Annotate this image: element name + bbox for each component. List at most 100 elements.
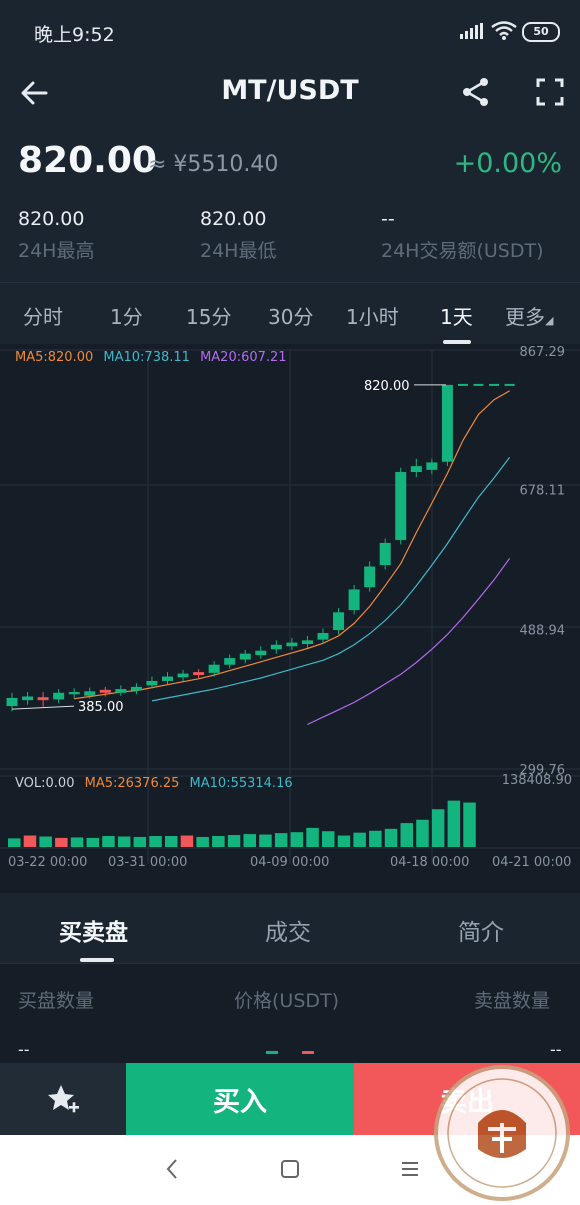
y-tick-label: 488.94 <box>520 623 566 638</box>
candle-body <box>348 589 360 611</box>
candle-body <box>37 697 49 701</box>
watermark-seal-logo <box>434 1065 570 1201</box>
volume-bar <box>337 835 351 847</box>
wifi-icon <box>491 21 517 40</box>
stat-label: 24H交易额(USDT) <box>381 240 544 262</box>
nav-menu-icon[interactable] <box>400 1157 420 1181</box>
battery-icon: 50 <box>522 22 560 42</box>
interval-tabs: 分时 1分 15分 30分 1小时 1天 更多◢ <box>0 282 580 346</box>
tab-trades[interactable]: 成交 <box>265 920 311 946</box>
bid-quantity-header: 买盘数量 <box>18 990 95 1012</box>
low-marker-label: 385.00 <box>78 700 124 715</box>
volume-bar <box>431 809 445 847</box>
candle-body <box>208 664 220 673</box>
candle-body <box>53 692 65 700</box>
tab-1min[interactable]: 1分 <box>110 305 143 329</box>
low-marker-line <box>11 705 75 710</box>
stat-label: 24H最高 <box>18 240 95 262</box>
candle-body <box>146 680 158 686</box>
volume-bar <box>180 835 194 847</box>
candle-body <box>193 672 205 676</box>
signal-icon <box>460 23 483 39</box>
price-header: 价格(USDT) <box>234 990 340 1012</box>
cny-price: ≈ ¥5510.40 <box>148 152 279 177</box>
candle-body <box>99 689 111 693</box>
volume-bar <box>55 837 68 847</box>
ma-legend: MA5:820.00 MA10:738.11 MA20:607.21 <box>15 350 287 365</box>
stat-value: -- <box>381 208 395 230</box>
tab-more[interactable]: 更多◢ <box>505 301 553 330</box>
stat-24h-volume: -- 24H交易额(USDT) <box>381 208 544 263</box>
volume-bar <box>165 836 178 847</box>
favorite-button[interactable] <box>0 1063 126 1135</box>
x-tick-label: 03-31 00:00 <box>108 855 187 870</box>
bid-empty: -- <box>18 1040 30 1059</box>
volume-bar <box>133 836 147 847</box>
candle-body <box>115 689 127 693</box>
y-tick-label: 299.76 <box>520 763 566 778</box>
volume-max-label: 138408.90 <box>502 773 572 788</box>
candle-body <box>68 692 80 695</box>
volume-bar <box>306 827 319 847</box>
volume-bar <box>227 835 241 847</box>
price-change: +0.00% <box>453 148 562 179</box>
ask-quantity-header: 卖盘数量 <box>474 990 551 1012</box>
tab-1day[interactable]: 1天 <box>440 305 473 329</box>
volume-bar <box>117 836 131 847</box>
volume-bar <box>290 832 304 847</box>
volume-bar <box>463 802 476 847</box>
x-tick-label: 03-22 00:00 <box>8 855 87 870</box>
tab-timeshare[interactable]: 分时 <box>23 305 63 329</box>
stat-value: 820.00 <box>200 208 267 230</box>
candle-body <box>84 691 96 696</box>
status-time: 晚上9:52 <box>34 24 115 46</box>
share-icon[interactable] <box>460 76 492 108</box>
tab-intro[interactable]: 简介 <box>458 920 504 946</box>
candle-body <box>6 697 18 707</box>
x-tick-label: 04-18 00:00 <box>390 855 469 870</box>
active-orderbook-tab-indicator <box>80 958 114 962</box>
status-bar: 晚上9:52 50 <box>0 0 580 62</box>
back-arrow-icon[interactable] <box>18 77 50 109</box>
stat-value: 820.00 <box>18 208 85 230</box>
volume-bar <box>23 835 37 847</box>
candle-body <box>426 462 438 470</box>
tab-30min[interactable]: 30分 <box>268 305 314 329</box>
volume-bar <box>274 833 288 847</box>
volume-bar <box>447 800 461 847</box>
x-tick-label: 04-09 00:00 <box>250 855 329 870</box>
nav-back-icon[interactable] <box>164 1157 180 1181</box>
candle-body <box>333 612 345 631</box>
candle-body <box>130 686 142 691</box>
buy-button[interactable]: 买入 <box>126 1063 354 1135</box>
ma10-value: MA10:738.11 <box>103 350 190 365</box>
tab-orderbook[interactable]: 买卖盘 <box>59 920 128 946</box>
x-tick-label: 04-21 00:00 <box>492 855 571 870</box>
candle-body <box>379 542 391 566</box>
y-tick-label: 678.11 <box>520 484 566 499</box>
dropdown-triangle-icon: ◢ <box>545 314 554 327</box>
tab-15min[interactable]: 15分 <box>186 305 232 329</box>
star-plus-icon <box>48 1085 79 1113</box>
fullscreen-icon[interactable] <box>536 78 564 106</box>
volume-bar <box>416 819 429 847</box>
ma20-line <box>307 558 511 726</box>
volume-bar <box>243 834 256 847</box>
nav-home-icon[interactable] <box>280 1157 300 1181</box>
candle-body <box>395 472 407 540</box>
volume-bar <box>149 836 162 847</box>
high-marker-label: 820.00 <box>364 379 410 394</box>
ma20-value: MA20:607.21 <box>200 350 287 365</box>
volume-bar <box>384 828 398 847</box>
candle-body <box>177 673 189 678</box>
ask-empty: -- <box>550 1040 562 1059</box>
kline-chart[interactable]: 867.29 678.11 488.94 299.76 820.00 385.00 1384… <box>0 344 580 874</box>
tab-1hour[interactable]: 1小时 <box>346 305 399 329</box>
candle-body <box>410 466 422 473</box>
stat-24h-low: 820.00 24H最低 <box>200 208 276 263</box>
candle-body <box>317 632 329 640</box>
volume-bar <box>196 836 209 847</box>
vol-value: VOL:0.00 <box>15 776 75 791</box>
volume-bar <box>369 830 382 847</box>
volume-bar <box>353 832 366 847</box>
